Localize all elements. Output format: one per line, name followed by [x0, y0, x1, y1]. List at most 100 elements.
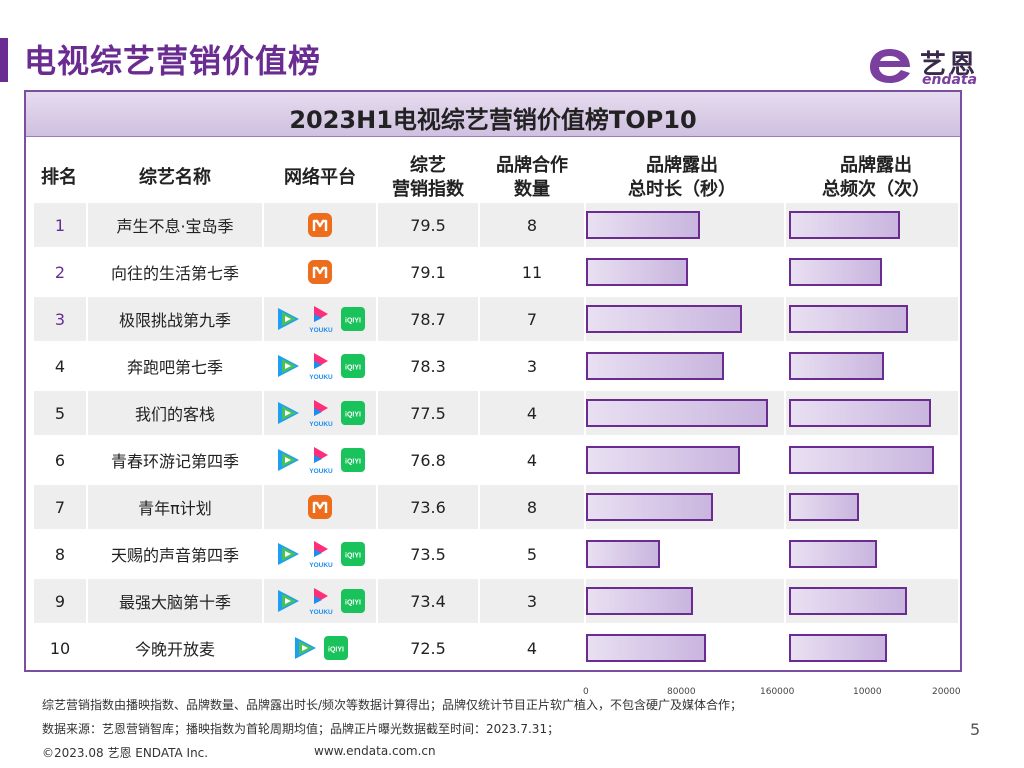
- frequency-bar: [789, 305, 908, 333]
- frequency-bar: [789, 540, 877, 568]
- header-duration: 品牌露出 总时长（秒）: [592, 154, 772, 202]
- marketing-index-cell: 72.5: [378, 626, 478, 670]
- duration-bar: [586, 446, 740, 474]
- tencent-video-icon: [278, 355, 299, 377]
- footer-website[interactable]: www.endata.com.cn: [314, 744, 436, 758]
- frequency-bar: [789, 493, 859, 521]
- header-frequency-line1: 品牌露出: [840, 155, 912, 176]
- brand-count-cell: 3: [480, 579, 584, 623]
- header-brands-line2: 数量: [514, 179, 550, 200]
- marketing-index-cell: 76.8: [378, 438, 478, 482]
- frequency-bar: [789, 258, 882, 286]
- marketing-index-cell: 79.1: [378, 250, 478, 294]
- rank-cell: 3: [34, 297, 86, 341]
- tencent-video-icon: [278, 543, 299, 565]
- mango-tv-icon: [308, 495, 332, 519]
- rank-cell: 4: [34, 344, 86, 388]
- platform-cell: YOUKU iQIYI: [264, 297, 376, 341]
- iqiyi-icon: iQIYI: [341, 448, 365, 472]
- rank-cell: 6: [34, 438, 86, 482]
- footnote-source: 数据来源：艺恩营销智库；播映指数为首轮周期均值；品牌正片曝光数据截至时间：202…: [42, 722, 560, 736]
- tencent-video-icon: [278, 402, 299, 424]
- footnote-method: 综艺营销指数由播映指数、品牌数量、品牌露出时长/频次等数据计算得出；品牌仅统计节…: [42, 698, 743, 712]
- duration-bar: [586, 399, 768, 427]
- show-name-cell: 天赐的声音第四季: [88, 532, 262, 576]
- rank-cell: 2: [34, 250, 86, 294]
- iqiyi-icon: iQIYI: [324, 636, 348, 660]
- brand-count-cell: 4: [480, 438, 584, 482]
- frequency-bar: [789, 634, 887, 662]
- rank-cell: 8: [34, 532, 86, 576]
- header-frequency-line2: 总频次（次）: [822, 179, 930, 200]
- page-number: 5: [970, 720, 981, 739]
- mango-tv-icon: [308, 213, 332, 237]
- show-name-cell: 青春环游记第四季: [88, 438, 262, 482]
- marketing-index-cell: 73.6: [378, 485, 478, 529]
- tencent-video-icon: [278, 449, 299, 471]
- rank-cell: 9: [34, 579, 86, 623]
- tencent-video-icon: [278, 590, 299, 612]
- youku-icon: YOUKU: [309, 447, 333, 475]
- mango-tv-icon: [308, 260, 332, 284]
- svg-text:iQIYI: iQIYI: [328, 647, 344, 654]
- brand-count-cell: 8: [480, 485, 584, 529]
- duration-axis-tick: 80000: [667, 687, 696, 697]
- youku-icon: YOUKU: [309, 541, 333, 569]
- header-rank: 排名: [41, 167, 77, 188]
- frequency-bar: [789, 399, 931, 427]
- duration-bar: [586, 493, 713, 521]
- header-index: 综艺 营销指数: [378, 154, 478, 202]
- svg-text:YOUKU: YOUKU: [309, 374, 333, 381]
- duration-bar: [586, 352, 724, 380]
- table-row: 1 声生不息·宝岛季 79.5 8: [34, 203, 958, 247]
- iqiyi-icon: iQIYI: [341, 307, 365, 331]
- svg-text:iQIYI: iQIYI: [345, 365, 361, 372]
- svg-text:YOUKU: YOUKU: [309, 468, 333, 475]
- duration-bar: [586, 634, 706, 662]
- show-name-cell: 我们的客栈: [88, 391, 262, 435]
- youku-icon: YOUKU: [309, 588, 333, 616]
- svg-text:YOUKU: YOUKU: [309, 609, 333, 616]
- duration-bar: [586, 587, 693, 615]
- duration-axis-tick: 0: [583, 687, 589, 697]
- show-name-cell: 向往的生活第七季: [88, 250, 262, 294]
- marketing-index-cell: 73.5: [378, 532, 478, 576]
- table-row: 6 青春环游记第四季 YOUKU iQIYI 76.8 4: [34, 438, 958, 482]
- title-accent-bar: [0, 38, 8, 82]
- header-index-line1: 综艺: [410, 155, 446, 176]
- show-name-cell: 极限挑战第九季: [88, 297, 262, 341]
- platform-cell: [264, 485, 376, 529]
- rank-cell: 5: [34, 391, 86, 435]
- chart-title: 2023H1电视综艺营销价值榜TOP10: [289, 106, 697, 134]
- header-frequency: 品牌露出 总频次（次）: [786, 154, 966, 202]
- logo-text-en: endata: [922, 72, 978, 88]
- brand-count-cell: 4: [480, 626, 584, 670]
- show-name-cell: 今晚开放麦: [88, 626, 262, 670]
- duration-bar: [586, 540, 660, 568]
- brand-count-cell: 7: [480, 297, 584, 341]
- frequency-axis-tick: 10000: [853, 687, 882, 697]
- iqiyi-icon: iQIYI: [341, 354, 365, 378]
- endata-logo-icon: [870, 49, 910, 83]
- platform-cell: YOUKU iQIYI: [264, 438, 376, 482]
- svg-text:YOUKU: YOUKU: [309, 562, 333, 569]
- platform-cell: YOUKU iQIYI: [264, 532, 376, 576]
- youku-icon: YOUKU: [309, 306, 333, 334]
- header-platform: 网络平台: [284, 167, 356, 188]
- header-duration-line2: 总时长（秒）: [628, 179, 736, 200]
- brand-count-cell: 5: [480, 532, 584, 576]
- table-row: 8 天赐的声音第四季 YOUKU iQIYI 73.5 5: [34, 532, 958, 576]
- svg-text:YOUKU: YOUKU: [309, 327, 333, 334]
- rank-cell: 1: [34, 203, 86, 247]
- svg-text:iQIYI: iQIYI: [345, 553, 361, 560]
- brand-count-cell: 11: [480, 250, 584, 294]
- table-row: 7 青年π计划 73.6 8: [34, 485, 958, 529]
- platform-cell: [264, 250, 376, 294]
- svg-text:iQIYI: iQIYI: [345, 459, 361, 466]
- brand-count-cell: 3: [480, 344, 584, 388]
- frequency-bar: [789, 446, 934, 474]
- svg-text:iQIYI: iQIYI: [345, 318, 361, 325]
- footer-copyright: ©2023.08 艺恩 ENDATA Inc.: [42, 746, 209, 760]
- marketing-index-cell: 77.5: [378, 391, 478, 435]
- show-name-cell: 最强大脑第十季: [88, 579, 262, 623]
